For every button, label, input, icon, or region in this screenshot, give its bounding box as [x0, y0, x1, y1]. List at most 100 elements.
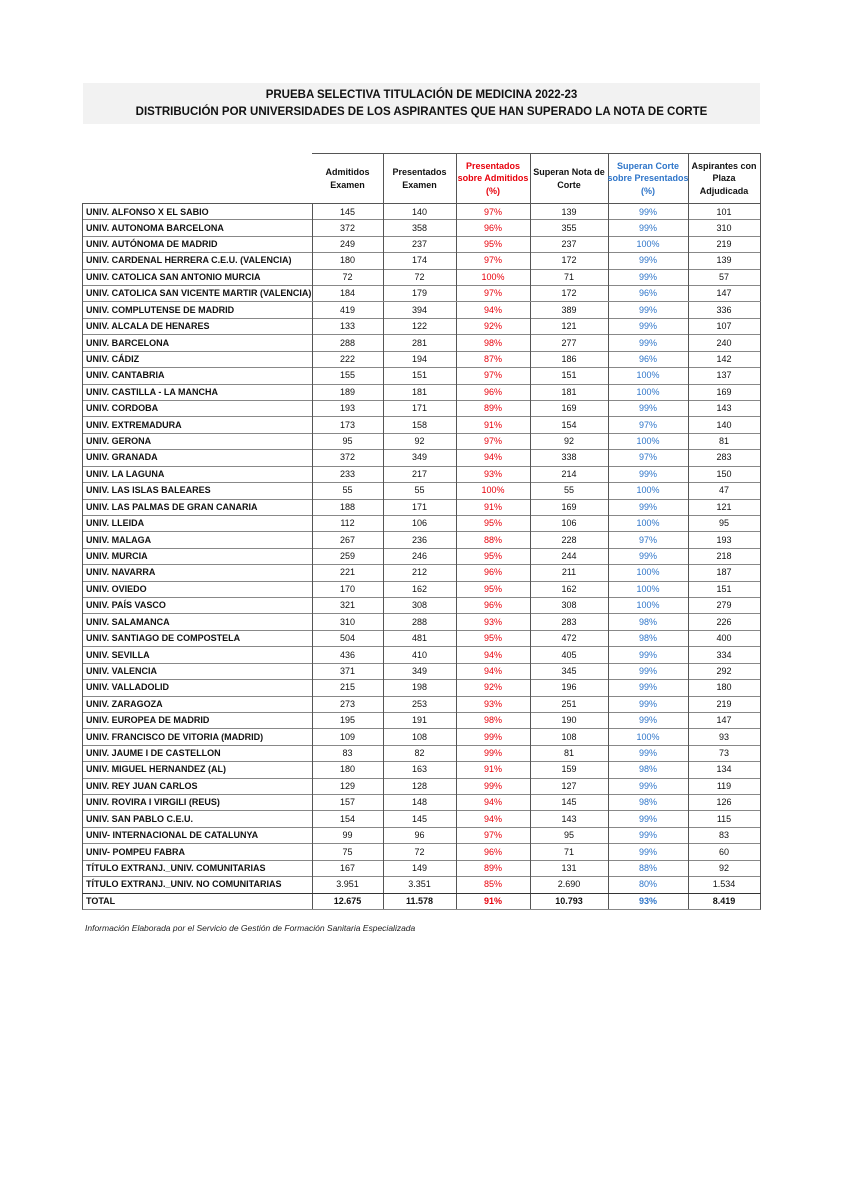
row-label: UNIV. VALLADOLID: [82, 679, 313, 697]
cell-value: 249: [312, 235, 384, 254]
header-line: (%): [641, 185, 655, 196]
title-line: DISTRIBUCIÓN POR UNIVERSIDADES DE LOS AS…: [135, 106, 708, 118]
cell-value: 60: [688, 843, 761, 861]
row-label: UNIV- INTERNACIONAL DE CATALUNYA: [82, 826, 313, 845]
cell-value: 174: [383, 252, 457, 270]
cell-value: 99%: [456, 744, 531, 763]
row-label: UNIV. SALAMANCA: [82, 613, 313, 631]
cell-value: 75: [312, 843, 384, 861]
cell-value: 292: [688, 662, 761, 681]
cell-value: 99: [312, 826, 384, 845]
cell-value: 196: [530, 679, 609, 697]
cell-value: 98%: [608, 629, 689, 648]
cell-value: 226: [688, 613, 761, 631]
cell-value: 97%: [456, 432, 531, 451]
cell-value: 400: [688, 629, 761, 648]
cell-value: 83: [688, 826, 761, 845]
cell-value: 93: [688, 728, 761, 746]
cell-value: 394: [383, 301, 457, 319]
cell-value: 283: [688, 449, 761, 467]
row-label: UNIV. REY JUAN CARLOS: [82, 777, 313, 796]
cell-value: 133: [312, 317, 384, 336]
cell-value: 106: [383, 514, 457, 533]
cell-value: 97%: [608, 416, 689, 434]
cell-value: 212: [383, 564, 457, 582]
cell-value: 91%: [456, 498, 531, 516]
cell-value: 169: [530, 498, 609, 516]
cell-value: 154: [530, 416, 609, 434]
cell-value: 95%: [456, 514, 531, 533]
cell-value: 100%: [608, 728, 689, 746]
cell-value: 119: [688, 777, 761, 796]
header-line: Corte: [557, 179, 581, 190]
cell-value: 97%: [456, 203, 531, 221]
header-line: Presentados: [465, 160, 521, 171]
cell-value: 91%: [456, 416, 531, 434]
cell-value: 96%: [456, 383, 531, 401]
row-label: UNIV. CÁDIZ: [82, 350, 313, 369]
cell-value: 279: [688, 597, 761, 615]
header-line: (%): [486, 185, 500, 196]
cell-value: 106: [530, 514, 609, 533]
header-line: Admitidos: [325, 167, 370, 177]
cell-value: 92%: [456, 679, 531, 697]
cell-value: 140: [688, 416, 761, 434]
cell-value: 148: [383, 794, 457, 812]
cell-value: 98%: [608, 613, 689, 631]
cell-value: 236: [383, 531, 457, 549]
cell-value: 108: [530, 728, 609, 746]
cell-value: 355: [530, 219, 609, 237]
cell-value: 91%: [456, 892, 531, 910]
cell-value: 338: [530, 449, 609, 467]
row-label: UNIV. GERONA: [82, 432, 313, 451]
cell-value: 179: [383, 285, 457, 303]
cell-value: 143: [530, 810, 609, 828]
row-label: UNIV. CANTABRIA: [82, 367, 313, 385]
cell-value: 172: [530, 285, 609, 303]
cell-value: 169: [688, 383, 761, 401]
cell-value: 99%: [608, 843, 689, 861]
cell-value: 96%: [456, 219, 531, 237]
cell-value: 95%: [456, 235, 531, 254]
cell-value: 99%: [608, 826, 689, 845]
header-line: Superan Nota de: [533, 167, 605, 177]
cell-value: 94%: [456, 449, 531, 467]
cell-value: 228: [530, 531, 609, 549]
row-label: UNIV. MALAGA: [82, 531, 313, 549]
cell-value: 71: [530, 268, 609, 287]
row-label: UNIV. FRANCISCO DE VITORIA (MADRID): [82, 728, 313, 746]
cell-value: 94%: [456, 301, 531, 319]
cell-value: 288: [383, 613, 457, 631]
cell-value: 95%: [456, 547, 531, 566]
cell-value: 372: [312, 219, 384, 237]
cell-value: 72: [383, 843, 457, 861]
cell-value: 100%: [608, 432, 689, 451]
row-label: UNIV. NAVARRA: [82, 564, 313, 582]
column-header: Superan Nota de Corte: [530, 153, 609, 204]
row-label: UNIV. ZARAGOZA: [82, 695, 313, 713]
cell-value: 267: [312, 531, 384, 549]
cell-value: 96: [383, 826, 457, 845]
cell-value: 99%: [608, 711, 689, 730]
cell-value: 96%: [456, 843, 531, 861]
cell-value: 191: [383, 711, 457, 730]
cell-value: 349: [383, 662, 457, 681]
cell-value: 99%: [456, 728, 531, 746]
cell-value: 151: [688, 580, 761, 599]
cell-value: 1.534: [688, 876, 761, 894]
cell-value: 288: [312, 334, 384, 352]
cell-value: 472: [530, 629, 609, 648]
cell-value: 155: [312, 367, 384, 385]
cell-value: 99%: [608, 317, 689, 336]
cell-value: 97%: [608, 531, 689, 549]
cell-value: 310: [312, 613, 384, 631]
cell-value: 97%: [456, 367, 531, 385]
cell-value: 82: [383, 744, 457, 763]
row-label: UNIV. MURCIA: [82, 547, 313, 566]
cell-value: 283: [530, 613, 609, 631]
header-line: Examen: [402, 179, 437, 190]
cell-value: 121: [688, 498, 761, 516]
cell-value: 89%: [456, 859, 531, 878]
row-label: UNIV. EXTREMADURA: [82, 416, 313, 434]
cell-value: 55: [312, 482, 384, 500]
